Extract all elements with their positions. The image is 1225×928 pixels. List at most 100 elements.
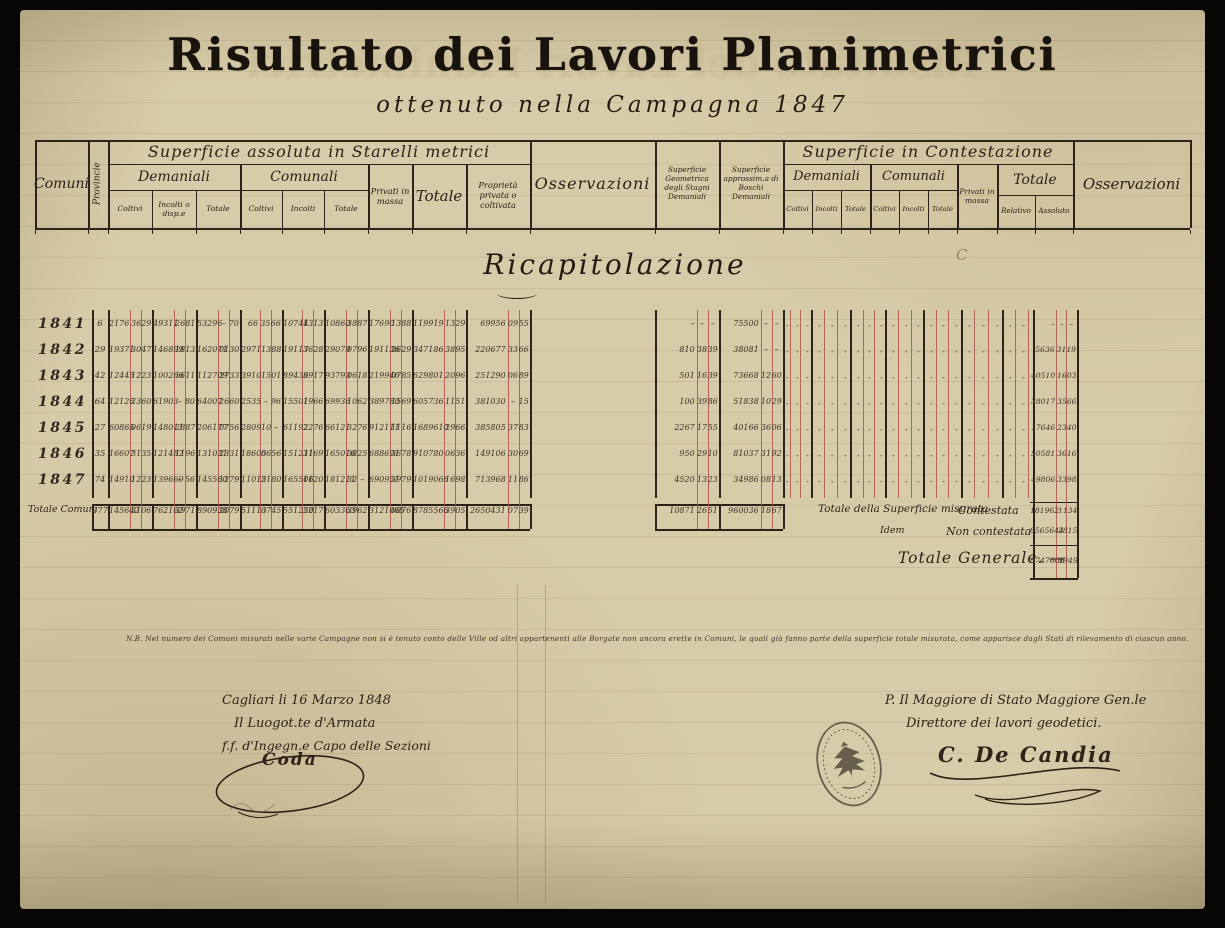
heading-brace — [497, 288, 537, 299]
value-cell: 1002661611 — [153, 371, 195, 384]
col-header-assoluto: Assoluto — [1035, 195, 1073, 227]
empty-dash: - — [930, 452, 933, 460]
col-header-proprieta-privata: Proprietà privata o coltivata — [466, 165, 530, 227]
value-part: 38017 — [1031, 397, 1057, 410]
value-part: 29079 — [325, 345, 347, 358]
empty-dash: - — [818, 400, 821, 408]
value-cell: 1911362629 — [369, 345, 411, 358]
summary-idem-label: Idem — [880, 525, 904, 536]
value-part: 19371 — [109, 345, 131, 358]
empty-dash: - — [857, 374, 860, 382]
empty-dash: - — [831, 322, 834, 330]
empty-dash: - — [968, 452, 971, 460]
empty-dash: - — [880, 322, 883, 330]
value-part: 88 — [271, 345, 281, 358]
value-part: 64007 — [197, 397, 219, 410]
empty-dash: - — [955, 400, 958, 408]
value-part: 51 — [707, 506, 718, 519]
empty-dash: - — [905, 374, 908, 382]
document-title: Risultato dei Lavori Planimetrici — [0, 28, 1225, 81]
signature-right-role1: P. Il Maggiore di Stato Maggiore Gen.le — [885, 693, 1146, 708]
grid-vline — [152, 190, 153, 228]
empty-dash: - — [818, 478, 821, 486]
grid-vline — [108, 140, 110, 228]
value-part: 605736 — [413, 397, 445, 410]
empty-dash: - — [806, 426, 809, 434]
value-part: 8785566 — [413, 506, 445, 519]
empty-dash: - — [942, 374, 945, 382]
value-part: 12 — [219, 475, 229, 488]
value-part: 76 — [313, 423, 323, 436]
value-part: 53296 — [197, 319, 219, 332]
empty-dash: - — [930, 348, 933, 356]
value-part: 33 — [508, 345, 519, 358]
value-part: 13 — [391, 319, 401, 332]
value-cell: 493112681 — [153, 319, 195, 332]
col-header-osservazioni-right: Osservazioni — [1073, 140, 1190, 228]
province-count-cell: 27 — [92, 423, 108, 436]
value-cell: 45201323 — [656, 475, 718, 488]
document-subtitle: ottenuto nella Campagna 1847 — [0, 92, 1225, 118]
value-cell: 6033633962 — [325, 506, 367, 519]
column-red-line — [185, 310, 186, 529]
empty-dash: - — [955, 348, 958, 356]
column-red-line — [357, 310, 358, 529]
value-part: 66 — [241, 319, 260, 332]
value-cell: 53296–70 — [197, 319, 239, 332]
empty-dash: - — [880, 452, 883, 460]
col-header-coltivi-com: Coltivi — [240, 191, 282, 227]
grid-hline — [655, 529, 783, 531]
grid-vline — [240, 164, 242, 228]
value-part: 01 — [271, 371, 281, 384]
empty-dash: - — [942, 348, 945, 356]
column-red-line — [837, 310, 838, 498]
value-cell: 9502910 — [656, 449, 718, 462]
grid-hline — [35, 228, 1190, 230]
column-red-line — [761, 310, 762, 529]
value-part: 10871 — [656, 506, 697, 519]
empty-dash: - — [806, 400, 809, 408]
column-red-line — [141, 310, 142, 529]
value-part: 07 — [347, 345, 357, 358]
value-part: 33 — [1057, 475, 1067, 488]
value-cell: 1456423106 — [109, 506, 151, 519]
header-tick — [108, 230, 109, 234]
grid-vline — [412, 164, 414, 228]
value-part: 181962 — [1030, 506, 1058, 519]
value-part: 08 — [761, 475, 772, 488]
grid-vline — [1073, 140, 1075, 228]
col-header-privati-cont: Privati in massa — [957, 165, 997, 227]
empty-dash: - — [955, 452, 958, 460]
value-cell: 191173628 — [283, 345, 323, 358]
col-header-totale-com: Totale — [324, 191, 368, 227]
value-part: 15 — [261, 371, 271, 384]
empty-dash: - — [844, 478, 847, 486]
value-part: 2971 — [241, 345, 261, 358]
empty-dash: - — [806, 322, 809, 330]
value-cell: 75500–– — [720, 319, 782, 332]
empty-dash: - — [1022, 478, 1025, 486]
value-part: 49806 — [1031, 475, 1057, 488]
year-label: 1842 — [38, 342, 86, 358]
value-cell: 280910– — [241, 423, 281, 436]
value-part: – — [219, 319, 229, 332]
value-part: 96 — [271, 397, 281, 410]
value-part: 69 — [313, 449, 323, 462]
value-part: 145642 — [109, 506, 131, 519]
empty-dash: - — [942, 426, 945, 434]
empty-dash: - — [1009, 452, 1012, 460]
header-tick — [240, 230, 241, 234]
column-red-line — [401, 310, 402, 529]
value-part: 35 — [260, 319, 270, 332]
empty-dash: - — [1022, 452, 1025, 460]
empty-dash: - — [982, 348, 985, 356]
value-part: 12445 — [109, 371, 131, 384]
value-part: 11 — [1058, 506, 1068, 519]
value-cell: 26504310739 — [467, 506, 529, 519]
col-header-coltivi-dem-cont: Coltivi — [783, 191, 812, 227]
value-cell: 2199460785 — [369, 371, 411, 384]
value-part: 100 — [656, 397, 697, 410]
value-cell: 7139681186 — [467, 475, 529, 488]
empty-dash: - — [868, 374, 871, 382]
grid-vline — [282, 190, 283, 228]
